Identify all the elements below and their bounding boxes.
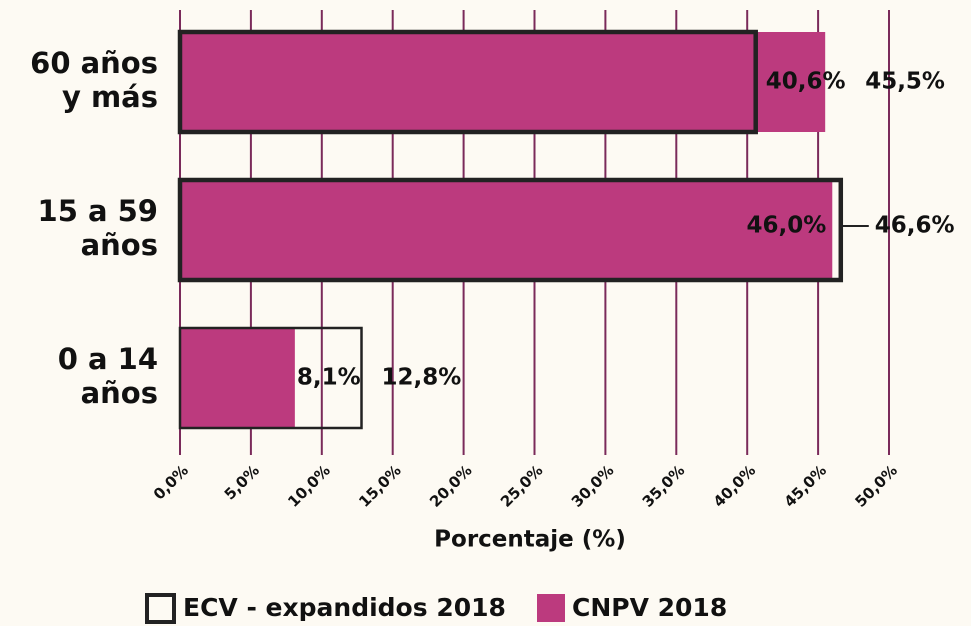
- value-label: 40,6%: [766, 69, 846, 95]
- category-label: 15 a 59: [38, 194, 158, 228]
- legend-label: ECV - expandidos 2018: [183, 593, 506, 622]
- bar-outline: [177, 177, 844, 283]
- category-label: 60 años: [30, 46, 158, 80]
- category-label: años: [81, 228, 158, 262]
- x-axis-label: Porcentaje (%): [434, 527, 626, 553]
- value-label: 45,5%: [865, 69, 945, 95]
- bar-outline: [177, 29, 758, 135]
- legend-swatch: [145, 593, 176, 624]
- value-label: 8,1%: [297, 365, 361, 391]
- value-label: 46,6%: [875, 213, 955, 239]
- bar: [180, 32, 826, 132]
- bar: [180, 328, 295, 428]
- value-label: 46,0%: [746, 213, 826, 239]
- legend-label: CNPV 2018: [572, 593, 727, 622]
- bar: [180, 180, 833, 280]
- category-label: 0 a 14: [58, 342, 158, 376]
- category-label: años: [81, 376, 158, 410]
- legend-swatch: [537, 594, 565, 622]
- category-label: y más: [62, 80, 158, 114]
- bar-outline: [178, 326, 363, 430]
- value-label: 12,8%: [382, 365, 462, 391]
